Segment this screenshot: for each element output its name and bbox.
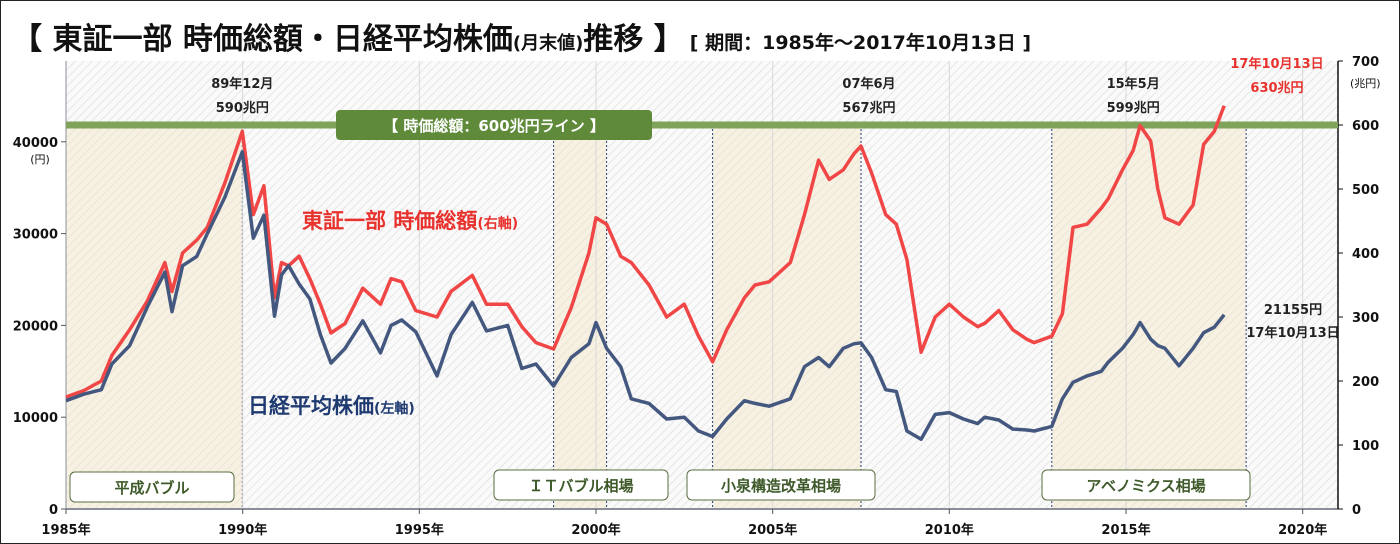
- annotation-date: 07年6月: [842, 76, 895, 92]
- annotations: 89年12月 590兆円 07年6月 567兆円 15年5月 599兆円 17年10月13日…: [211, 56, 1339, 341]
- x-tick-label: 2015年: [1101, 522, 1150, 538]
- reference-line-label-box: [336, 110, 652, 140]
- y-left-tick-label: 10000: [13, 411, 58, 426]
- reference-line-600: 【 時価総額：600兆円ライン 】: [66, 110, 1338, 140]
- y-right-tick-label: 100: [1352, 439, 1379, 454]
- era-label: 平成バブル: [114, 479, 189, 497]
- era-label: 小泉構造改革相場: [721, 477, 841, 495]
- x-tick-label: 2005年: [748, 522, 797, 538]
- y-left-tick-label: 0: [49, 503, 58, 518]
- annotation-value-latest: 630兆円: [1250, 80, 1303, 96]
- annotation-nikkei-latest-value: 21155円: [1264, 303, 1322, 318]
- era-label-box: [69, 471, 235, 503]
- reference-line-label: 【 時価総額：600兆円ライン 】: [383, 117, 605, 135]
- y-left-tick-label: 30000: [13, 228, 58, 243]
- annotation-value: 599兆円: [1107, 100, 1160, 116]
- y-right-unit: (兆円): [1350, 77, 1381, 90]
- annotation-nikkei-latest-date: 17年10月13日: [1246, 325, 1339, 341]
- era-band: [1051, 125, 1247, 509]
- annotation-value: 567兆円: [842, 100, 895, 116]
- title-period: [ 期間：1985年～2017年10月13日 ]: [689, 32, 1032, 54]
- era-band: [553, 125, 607, 509]
- series-group: [65, 105, 1226, 441]
- legend: 東証一部 時価総額(右軸) 日経平均株価(左軸): [248, 209, 518, 418]
- era-label-box: [1041, 469, 1251, 501]
- y-right-tick-label: 300: [1352, 311, 1379, 326]
- x-tick-label: 2010年: [925, 522, 974, 538]
- era-label-box: [493, 469, 669, 501]
- era-label: アベノミクス相場: [1086, 477, 1205, 495]
- era-band: [712, 125, 861, 509]
- x-tick-label: 1985年: [41, 522, 90, 538]
- y-right-tick-label: 400: [1352, 247, 1379, 262]
- x-tick-label: 1990年: [218, 522, 267, 538]
- y-right-tick-label: 700: [1352, 55, 1379, 70]
- title-main-end: 推移 】: [583, 22, 684, 57]
- y-right-tick-label: 500: [1352, 183, 1379, 198]
- era-band: [66, 125, 243, 509]
- x-tick-label: 2020年: [1278, 522, 1327, 538]
- annotation-date: 15年5月: [1107, 76, 1160, 92]
- annotation-date: 89年12月: [211, 76, 273, 92]
- y-left-tick-label: 40000: [13, 136, 58, 151]
- x-tick-label: 1995年: [395, 522, 444, 538]
- era-label-box: [686, 469, 876, 501]
- annotation-date-latest: 17年10月13日: [1230, 56, 1323, 72]
- title-sub: (月末値): [512, 33, 584, 54]
- x-tick-label: 2000年: [571, 522, 620, 538]
- chart-title: 【 東証一部 時価総額・日経平均株価(月末値)推移 】[ 期間：1985年～20…: [12, 14, 1031, 58]
- axes: 1985年 1990年 1995年 2000年 2005年 2010年 2015年 2020年…: [13, 55, 1381, 538]
- legend-market-cap: 東証一部 時価総額(右軸): [302, 209, 518, 233]
- y-right-tick-label: 200: [1352, 375, 1379, 390]
- era-labels: 平成バブル ＩＴバブル相場 小泉構造改革相場 アベノミクス相場: [69, 469, 1251, 503]
- era-label: ＩＴバブル相場: [528, 477, 633, 495]
- y-left-tick-label: 20000: [13, 319, 58, 334]
- title-main: 【 東証一部 時価総額・日経平均株価: [12, 22, 513, 57]
- era-bands: [66, 124, 1247, 509]
- y-right-tick-label: 0: [1352, 503, 1361, 518]
- y-left-unit: (円): [30, 153, 50, 166]
- annotation-value: 590兆円: [216, 100, 269, 116]
- legend-nikkei: 日経平均株価(左軸): [248, 394, 415, 418]
- y-right-tick-label: 600: [1352, 119, 1379, 134]
